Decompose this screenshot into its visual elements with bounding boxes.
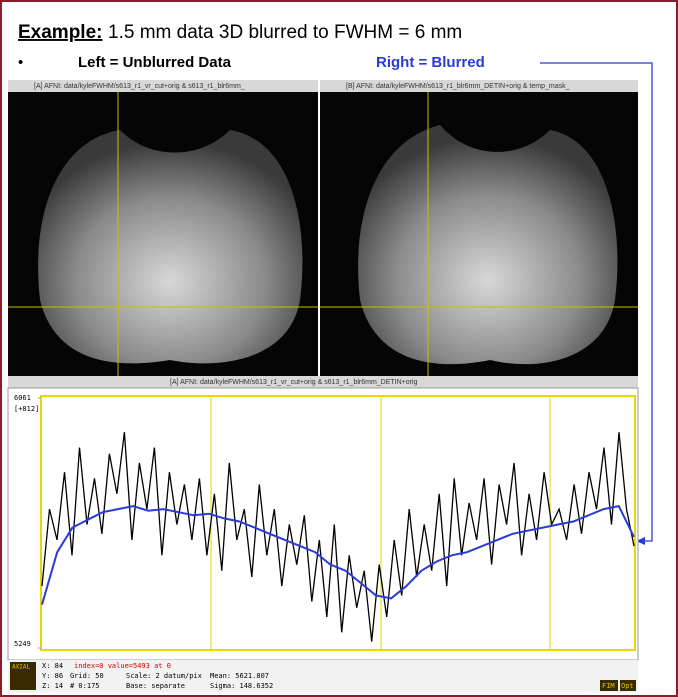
bullet: • — [18, 54, 23, 71]
status-bar — [8, 660, 638, 692]
button[interactable] — [600, 680, 618, 691]
base-info: Base: separate — [126, 682, 185, 690]
index-info: index=0 value=5493 at 0 — [74, 662, 171, 670]
brain-right — [358, 125, 618, 365]
opt-button[interactable]: Opt — [621, 682, 634, 690]
coord: Y: 86 — [42, 672, 63, 680]
title-bar — [8, 376, 638, 388]
coord: X: 84 — [42, 662, 63, 670]
series-line — [41, 504, 635, 605]
count-info: # 0:175 — [70, 682, 100, 690]
view-icon — [10, 662, 36, 690]
title-bar — [8, 80, 318, 92]
y-tick-label: 6061 — [14, 394, 31, 402]
arrow-line — [540, 62, 653, 542]
scale-info: Scale: 2 datum/pix — [126, 672, 202, 680]
graph-window — [7, 387, 639, 661]
series-line — [41, 432, 635, 642]
plot-frame — [40, 395, 636, 651]
title: 1.5 mm data 3D blurred to FWHM = 6 mm — [108, 22, 462, 43]
sigma-info: Sigma: 148.6352 — [210, 682, 273, 690]
y-tick-label: 5249 — [14, 640, 31, 648]
left-label: Left = Unblurred Data — [78, 54, 232, 71]
right-label: Right = Blurred — [376, 54, 485, 71]
title-bar — [320, 80, 638, 92]
window-title: [B] AFNI: data/kyleFWHM/s613_r1_blr6mm_D… — [346, 83, 570, 90]
fim-button[interactable]: FIM — [602, 682, 615, 690]
button[interactable] — [620, 680, 636, 691]
mean-info: Mean: 5621.807 — [210, 672, 269, 680]
view-label: AXIAL — [12, 664, 30, 671]
title-bold: Example: — [18, 22, 102, 43]
window-title: [A] AFNI: data/kyleFWHM/s613_r1_vr_cut+o… — [34, 83, 245, 90]
window-title: [A] AFNI: data/kyleFWHM/s613_r1_vr_cut+o… — [170, 379, 418, 386]
grid-info: Grid: 50 — [70, 672, 104, 680]
arrow-head — [636, 537, 645, 545]
plot: 5249 6061 — [14, 394, 635, 649]
brain-left — [38, 130, 303, 364]
coord: Z: 14 — [42, 682, 63, 690]
range-label: [+812] — [14, 405, 39, 413]
